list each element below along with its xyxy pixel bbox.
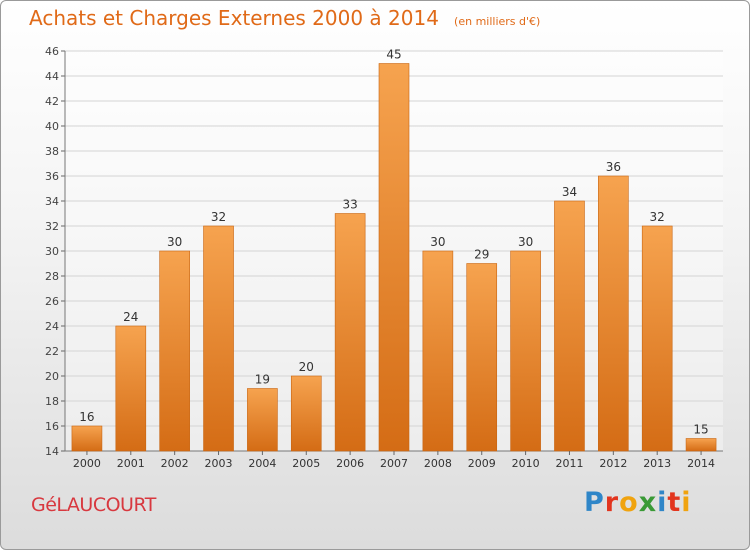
brand-letter: x <box>638 487 658 518</box>
y-tick-label: 40 <box>45 120 59 133</box>
y-tick-label: 22 <box>45 345 59 358</box>
bar-value-label: 33 <box>342 198 357 212</box>
bar <box>247 388 278 452</box>
bar-value-label: 16 <box>79 410 94 424</box>
y-tick-label: 24 <box>45 320 59 333</box>
x-tick-label: 2013 <box>643 457 671 470</box>
y-tick-label: 14 <box>45 445 59 458</box>
bar-value-label: 45 <box>386 48 401 62</box>
x-tick-label: 2000 <box>73 457 101 470</box>
bar <box>71 425 103 452</box>
y-tick-label: 42 <box>45 95 59 108</box>
x-tick-label: 2007 <box>380 457 408 470</box>
bar <box>334 213 366 452</box>
x-tick-label: 2010 <box>512 457 540 470</box>
bar-value-label: 34 <box>562 185 577 199</box>
y-tick-label: 18 <box>45 395 59 408</box>
chart-title-text: Achats et Charges Externes 2000 à 2014 <box>29 6 439 30</box>
x-tick-label: 2011 <box>555 457 583 470</box>
brand-letter: r <box>604 487 620 518</box>
chart-unit-note: (en milliers d'€) <box>454 15 541 28</box>
bar <box>203 225 234 452</box>
bar <box>554 200 585 452</box>
x-tick-label: 2003 <box>205 457 233 470</box>
brand-letter: t <box>667 487 682 518</box>
bar-value-label: 30 <box>430 235 445 249</box>
bar <box>466 263 498 452</box>
bar <box>510 250 541 452</box>
brand-letter: i <box>681 487 692 518</box>
bar <box>641 225 673 452</box>
x-tick-label: 2004 <box>248 457 276 470</box>
proxiti-logo: Proxiti <box>584 487 692 518</box>
bar-value-label: 29 <box>474 248 489 262</box>
y-tick-label: 26 <box>45 295 59 308</box>
x-tick-label: 2008 <box>424 457 452 470</box>
bar <box>290 375 322 452</box>
brand-letter: i <box>657 487 668 518</box>
bar <box>422 250 454 452</box>
y-tick-label: 28 <box>45 270 59 283</box>
bar-value-label: 15 <box>693 423 708 437</box>
y-tick-label: 44 <box>45 70 59 83</box>
y-tick-label: 32 <box>45 220 59 233</box>
bar-value-label: 30 <box>518 235 533 249</box>
bar-value-label: 36 <box>606 160 621 174</box>
bar <box>378 63 410 452</box>
brand-letter: P <box>584 487 605 518</box>
y-tick-label: 16 <box>45 420 59 433</box>
bar-value-label: 19 <box>255 373 270 387</box>
y-tick-label: 38 <box>45 145 59 158</box>
bar-value-label: 20 <box>299 360 314 374</box>
y-tick-label: 36 <box>45 170 59 183</box>
x-tick-label: 2005 <box>292 457 320 470</box>
commune-name: GéLAUCOURT <box>31 494 156 516</box>
chart-title: Achats et Charges Externes 2000 à 2014 (… <box>29 6 540 30</box>
y-tick-label: 20 <box>45 370 59 383</box>
bar <box>598 175 629 452</box>
y-tick-label: 34 <box>45 195 59 208</box>
x-tick-label: 2009 <box>468 457 496 470</box>
bar-value-label: 32 <box>211 210 226 224</box>
x-tick-label: 2006 <box>336 457 364 470</box>
y-tick-label: 46 <box>45 45 59 58</box>
bar-value-label: 32 <box>650 210 665 224</box>
brand-letter: o <box>619 487 639 518</box>
bar-value-label: 24 <box>123 310 138 324</box>
x-tick-label: 2012 <box>599 457 627 470</box>
bar-value-label: 30 <box>167 235 182 249</box>
bar <box>685 438 717 452</box>
bar <box>115 325 147 452</box>
bar <box>159 250 190 452</box>
y-tick-label: 30 <box>45 245 59 258</box>
x-tick-label: 2001 <box>117 457 145 470</box>
x-tick-label: 2002 <box>161 457 189 470</box>
x-tick-label: 2014 <box>687 457 715 470</box>
